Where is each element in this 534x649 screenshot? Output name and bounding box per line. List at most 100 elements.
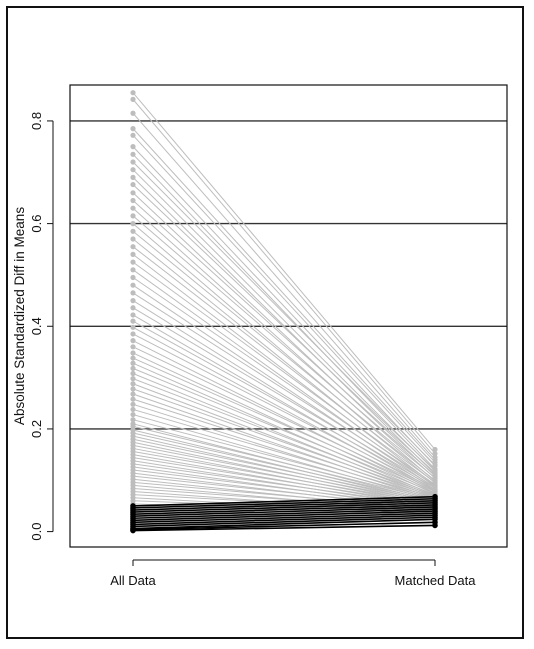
- improved-point-all-48: [130, 423, 136, 429]
- improved-line-3: [132, 128, 436, 461]
- improved-point-all-24: [130, 290, 136, 296]
- improved-point-all-29: [130, 324, 136, 330]
- improved-line-42: [132, 398, 436, 498]
- improved-line-32: [132, 346, 436, 491]
- improved-line-38: [132, 378, 436, 496]
- improved-line-51: [132, 435, 436, 505]
- improved-line-19: [132, 254, 436, 486]
- improved-point-all-46: [130, 417, 136, 423]
- improved-point-matched-7: [432, 462, 438, 468]
- improved-point-all-41: [130, 391, 136, 397]
- worsened-line-7: [132, 510, 436, 522]
- improved-line-23: [132, 284, 436, 489]
- improved-point-all-2: [130, 110, 136, 116]
- improved-line-56: [132, 451, 436, 505]
- improved-line-20: [132, 261, 436, 483]
- improved-line-30: [132, 333, 436, 490]
- improved-line-12: [132, 200, 436, 473]
- worsened-line-0: [132, 495, 436, 507]
- y-tick-label-2: 0.4: [29, 317, 44, 335]
- improved-point-all-6: [130, 151, 136, 157]
- improved-line-15: [132, 223, 436, 482]
- worsened-point-all-13: [130, 527, 136, 534]
- improved-line-41: [132, 393, 436, 500]
- improved-line-27: [132, 314, 436, 491]
- improved-line-36: [132, 367, 436, 494]
- improved-line-34: [132, 357, 436, 493]
- improved-point-all-17: [130, 236, 136, 242]
- improved-line-29: [132, 326, 436, 492]
- improved-line-13: [132, 207, 436, 479]
- improved-line-48: [132, 425, 436, 501]
- improved-line-8: [132, 169, 436, 472]
- worsened-line-6: [132, 508, 436, 520]
- improved-point-matched-0: [432, 446, 438, 453]
- worsened-line-13: [132, 524, 436, 532]
- improved-point-all-9: [130, 174, 136, 180]
- improved-point-all-13: [130, 205, 136, 211]
- y-tick-label-0: 0.0: [29, 523, 44, 541]
- series-lines: [132, 92, 436, 532]
- improved-point-all-21: [130, 267, 136, 273]
- improved-line-35: [132, 362, 436, 497]
- improved-line-49: [132, 429, 436, 504]
- improved-line-58: [132, 457, 436, 506]
- worsened-line-3: [132, 502, 436, 513]
- improved-point-all-44: [130, 406, 136, 413]
- improved-line-1: [132, 99, 436, 454]
- improved-line-69: [132, 491, 436, 514]
- worsened-line-1: [132, 497, 436, 509]
- improved-line-40: [132, 388, 436, 497]
- improved-point-all-0: [130, 90, 136, 96]
- improved-point-all-35: [130, 360, 136, 366]
- x-tick-label-0: All Data: [110, 573, 156, 588]
- reference-lines: [70, 120, 507, 430]
- improved-point-matched-1: [432, 450, 438, 457]
- improved-line-50: [132, 432, 436, 502]
- improved-line-24: [132, 292, 436, 486]
- data-points: [130, 90, 438, 534]
- improved-line-45: [132, 414, 436, 502]
- improved-line-5: [132, 146, 436, 467]
- improved-point-all-8: [130, 167, 136, 173]
- improved-line-52: [132, 438, 436, 503]
- improved-point-all-27: [130, 312, 136, 318]
- improved-point-all-22: [130, 274, 136, 281]
- y-tick-label-1: 0.2: [29, 420, 44, 438]
- worsened-line-5: [132, 506, 436, 517]
- improved-line-7: [132, 161, 436, 466]
- worsened-line-10: [132, 516, 436, 528]
- improved-point-all-16: [130, 228, 136, 234]
- improved-point-all-45: [130, 411, 136, 418]
- improved-line-67: [132, 484, 436, 513]
- improved-line-26: [132, 307, 436, 488]
- improved-line-46: [132, 419, 436, 500]
- improved-point-all-39: [130, 381, 136, 387]
- improved-line-2: [132, 112, 436, 458]
- improved-line-14: [132, 215, 436, 476]
- balance-plot: 0.0 0.2 0.4 0.6 0.8 All Data Matched Data Abs…: [12, 84, 508, 588]
- improved-point-all-43: [130, 401, 136, 407]
- improved-point-all-28: [130, 318, 136, 324]
- improved-line-4: [132, 134, 436, 463]
- improved-point-all-36: [130, 365, 136, 371]
- improved-point-all-33: [130, 350, 136, 356]
- improved-point-all-34: [130, 355, 136, 361]
- y-tick-label-4: 0.8: [29, 112, 44, 130]
- improved-point-all-4: [130, 132, 136, 138]
- improved-point-all-40: [130, 386, 136, 392]
- worsened-line-12: [132, 521, 436, 531]
- improved-line-54: [132, 444, 436, 504]
- y-tick-label-3: 0.6: [29, 215, 44, 233]
- y-axis: 0.0 0.2 0.4 0.6 0.8: [29, 112, 54, 541]
- improved-line-43: [132, 403, 436, 501]
- improved-point-all-30: [130, 331, 136, 337]
- improved-line-37: [132, 373, 436, 498]
- improved-point-all-37: [130, 370, 136, 377]
- improved-line-33: [132, 352, 436, 495]
- improved-line-6: [132, 153, 436, 470]
- improved-line-31: [132, 340, 436, 494]
- x-axis: All Data Matched Data: [110, 559, 476, 588]
- improved-line-9: [132, 177, 436, 475]
- plot-box: [69, 84, 508, 548]
